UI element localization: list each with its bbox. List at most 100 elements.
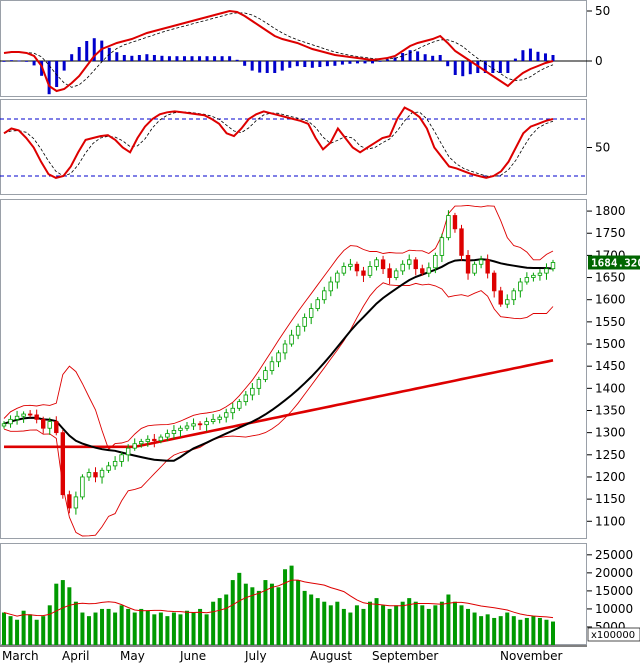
candle-body — [269, 361, 275, 372]
last-price-tag: 1684.320 — [588, 255, 640, 270]
volume-bar — [485, 614, 490, 645]
macd-histogram-bar — [85, 41, 89, 61]
candle-body — [27, 413, 33, 416]
volume-panel — [2, 565, 555, 645]
macd-histogram-bar — [438, 55, 442, 61]
axis-tick-label: 1600 — [595, 293, 626, 307]
macd-histogram-bar — [333, 61, 337, 66]
macd-histogram-bar — [235, 59, 239, 61]
volume-bar — [263, 580, 268, 645]
volume-bar — [34, 619, 39, 645]
axis-tick-label: 50 — [595, 4, 610, 18]
volume-bar — [54, 583, 59, 645]
macd-histogram-bar — [220, 56, 224, 61]
rsi-panel — [0, 106, 587, 179]
macd-histogram-bar — [70, 54, 74, 61]
macd-histogram-bar — [378, 61, 382, 62]
candle-body — [224, 412, 229, 418]
candle-body — [73, 496, 79, 509]
volume-bar — [145, 610, 150, 645]
candle-body — [99, 469, 105, 478]
volume-bar — [433, 605, 438, 645]
candle-body — [511, 290, 516, 301]
macd-histogram-bar — [280, 61, 284, 71]
macd-histogram-bar — [325, 61, 329, 67]
volume-bar — [518, 619, 523, 645]
macd-panel — [0, 9, 587, 95]
volume-bar — [322, 601, 327, 645]
candle-body — [67, 494, 72, 509]
candle-body — [407, 259, 412, 265]
volume-bar — [217, 598, 222, 645]
axis-tick-label: 1300 — [595, 426, 626, 440]
volume-bar — [446, 594, 451, 645]
macd-histogram-bar — [258, 61, 262, 73]
macd-histogram-bar — [250, 61, 254, 71]
candle-body — [498, 290, 503, 305]
volume-bar — [537, 617, 542, 645]
volume-bar — [15, 619, 20, 645]
macd-histogram-bar — [100, 40, 104, 61]
macd-histogram-bar — [273, 61, 277, 73]
volume-bar — [119, 605, 124, 645]
volume-bar — [368, 601, 372, 645]
axis-tick-label: 1350 — [595, 403, 626, 417]
macd-histogram-bar — [145, 54, 149, 61]
macd-histogram-bar — [77, 47, 81, 61]
macd-panel-frame — [0, 0, 587, 97]
candle-body — [243, 394, 249, 403]
axis-tick-label: 1200 — [595, 470, 626, 484]
candle-body — [14, 415, 20, 420]
volume-bar — [479, 616, 484, 645]
volume-bar — [191, 612, 196, 645]
candle-body — [308, 308, 314, 318]
month-label: July — [244, 649, 267, 663]
volume-bar — [165, 616, 170, 645]
volume-average-line — [3, 579, 554, 619]
macd-histogram-bar — [243, 61, 247, 66]
candle-body — [413, 259, 418, 270]
volume-bar — [544, 619, 549, 645]
macd-histogram-bar — [295, 61, 299, 67]
candle-body — [485, 259, 490, 274]
month-label: November — [500, 649, 562, 663]
volume-bar — [86, 616, 91, 645]
bollinger-lower-line — [3, 282, 554, 537]
candle-body — [465, 254, 471, 274]
candle-body — [544, 268, 549, 274]
candle-body — [478, 259, 484, 265]
axis-tick-label: 10000 — [595, 602, 633, 616]
volume-bar — [256, 590, 261, 645]
candle-body — [171, 430, 177, 434]
axis-tick-label: 1500 — [595, 337, 626, 351]
macd-histogram-bar — [175, 56, 179, 61]
macd-histogram-bar — [47, 61, 51, 95]
candle-body — [54, 421, 59, 434]
candle-body — [21, 413, 26, 417]
candle-body — [387, 268, 392, 278]
candle-body — [276, 352, 281, 363]
volume-bar — [459, 605, 464, 645]
candle-body — [184, 425, 190, 429]
volume-bar — [237, 572, 242, 645]
macd-histogram-bar — [513, 58, 517, 61]
macd-histogram-bar — [190, 56, 194, 61]
candle-body — [348, 263, 353, 267]
candle-body — [400, 263, 405, 272]
axis-tick-label: 1400 — [595, 381, 626, 395]
candle-body — [367, 266, 373, 276]
volume-bar — [41, 616, 46, 645]
volume-bar — [60, 580, 65, 645]
volume-bar — [381, 605, 386, 645]
axis-tick-label: 50 — [595, 141, 610, 155]
candle-body — [47, 421, 52, 429]
volume-bar — [67, 587, 72, 645]
month-label: April — [62, 649, 89, 663]
candle-body — [217, 416, 222, 420]
macd-signal-line — [3, 12, 554, 88]
volume-bar — [531, 616, 536, 645]
candle-body — [302, 317, 307, 327]
volume-bar — [335, 601, 340, 645]
candle-body — [380, 259, 386, 270]
volume-bar — [198, 608, 203, 645]
